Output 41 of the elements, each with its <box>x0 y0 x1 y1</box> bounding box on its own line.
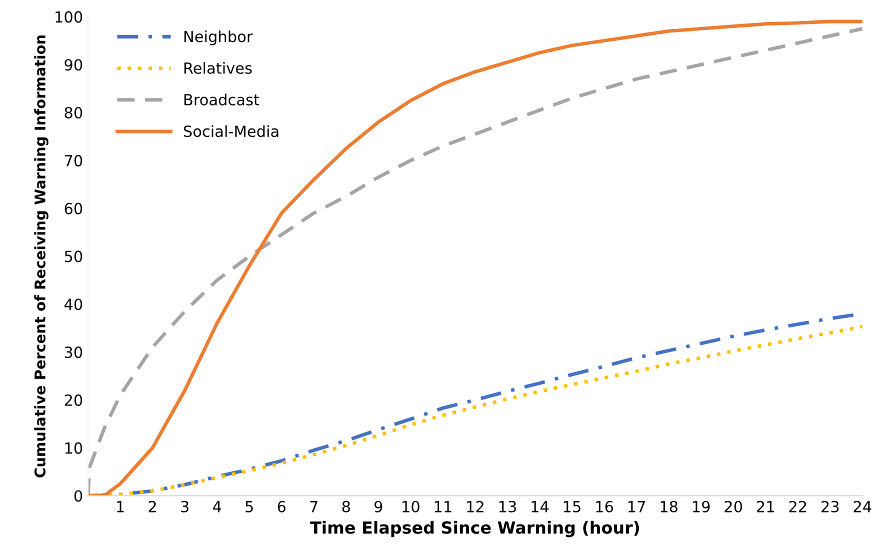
y-tick-label: 90 <box>64 59 82 71</box>
x-tick-label: 24 <box>854 500 872 512</box>
x-tick-label: 2 <box>148 500 156 512</box>
x-tick-label: 7 <box>310 501 318 512</box>
y-tick-label: 70 <box>64 154 82 166</box>
x-tick-label: 14 <box>532 501 549 512</box>
y-tick-label: 30 <box>64 346 82 358</box>
x-tick-label: 4 <box>212 501 222 512</box>
x-tick-label: 13 <box>499 500 516 512</box>
legend-label: Relatives <box>184 62 252 74</box>
x-tick-label: 3 <box>181 500 188 512</box>
x-tick-label: 17 <box>628 501 645 512</box>
legend-label: Social-Media <box>184 125 278 138</box>
x-tick-label: 11 <box>434 501 452 512</box>
y-tick-label: 80 <box>64 106 82 119</box>
x-axis-title: Time Elapsed Since Warning (hour) <box>310 520 639 538</box>
y-tick-label: 60 <box>64 202 82 214</box>
x-tick-label: 22 <box>789 500 806 512</box>
x-tick-label: 8 <box>342 500 350 512</box>
x-tick-label: 21 <box>757 500 774 512</box>
x-tick-label: 6 <box>278 500 286 512</box>
y-tick-label: 50 <box>64 250 82 262</box>
y-tick-label: 100 <box>56 11 82 23</box>
x-tick-label: 19 <box>693 500 710 512</box>
legend-label: Broadcast <box>184 94 260 106</box>
x-tick-label: 23 <box>822 500 839 512</box>
x-tick-label: 5 <box>246 501 253 512</box>
y-tick-label: 10 <box>65 442 82 454</box>
x-tick-label: 16 <box>596 500 614 512</box>
legend-label: Neighbor <box>184 30 253 46</box>
x-tick-label: 20 <box>724 500 742 512</box>
x-tick-label: 1 <box>117 501 124 512</box>
y-tick-label: 0 <box>74 490 82 502</box>
y-tick-label: 20 <box>64 394 82 406</box>
x-tick-label: 10 <box>402 500 420 512</box>
x-tick-label: 18 <box>660 500 678 512</box>
y-tick-label: 40 <box>64 298 82 310</box>
x-tick-label: 15 <box>564 501 580 512</box>
x-tick-label: 12 <box>467 500 484 512</box>
x-tick-label: 9 <box>374 500 382 512</box>
y-axis-title: Cumulative Percent of Receiving Warning Information <box>34 35 48 478</box>
